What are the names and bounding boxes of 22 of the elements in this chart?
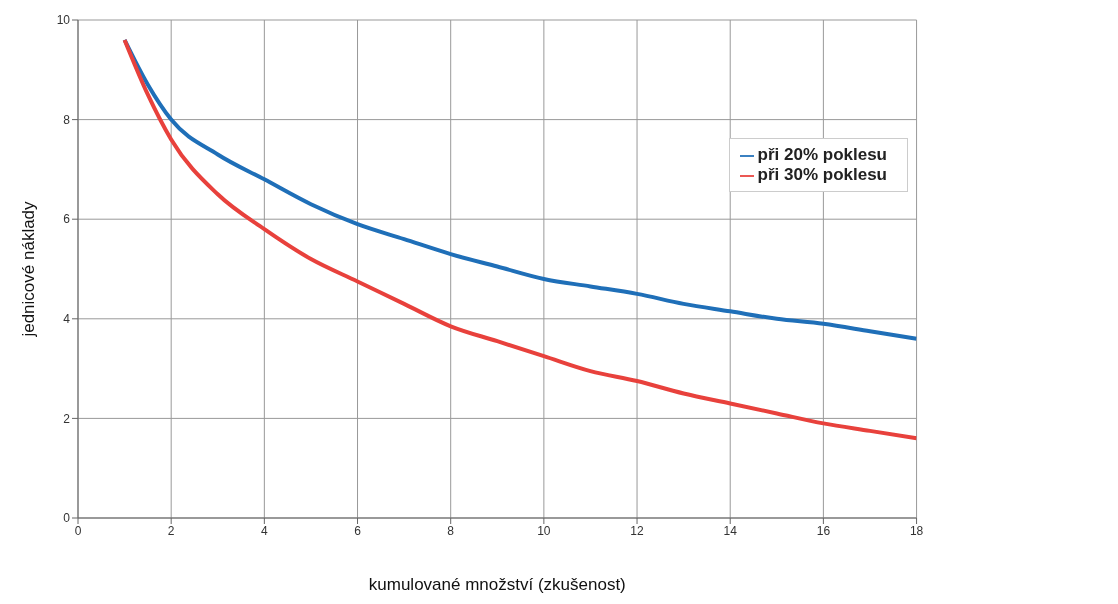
x-tick-label: 4 — [261, 523, 268, 538]
x-tick-label: 12 — [630, 523, 645, 538]
line-series — [122, 37, 917, 441]
x-tick-label: 6 — [354, 523, 362, 538]
y-tick-label: 6 — [63, 212, 71, 227]
legend-label: při 30% poklesu — [757, 165, 887, 184]
line-series — [122, 37, 917, 341]
y-tick-label: 4 — [63, 312, 71, 327]
x-tick-label: 2 — [167, 523, 175, 538]
x-tick-label: 10 — [537, 523, 551, 538]
x-tick-label: 18 — [909, 523, 924, 538]
x-tick-label: 8 — [447, 523, 455, 538]
x-tick-label: 14 — [723, 523, 738, 538]
x-tick-label: 0 — [74, 523, 82, 538]
y-tick-label: 10 — [56, 13, 71, 28]
y-tick-label: 8 — [63, 112, 71, 127]
y-tick-label: 2 — [63, 411, 71, 426]
y-tick-label: 0 — [63, 511, 71, 526]
x-tick-label: 16 — [816, 523, 831, 538]
x-axis-title: kumulované množství (zkušenost) — [368, 575, 626, 594]
legend-label: při 20% poklesu — [757, 145, 887, 164]
y-axis-title: jednicové náklady — [19, 200, 39, 338]
